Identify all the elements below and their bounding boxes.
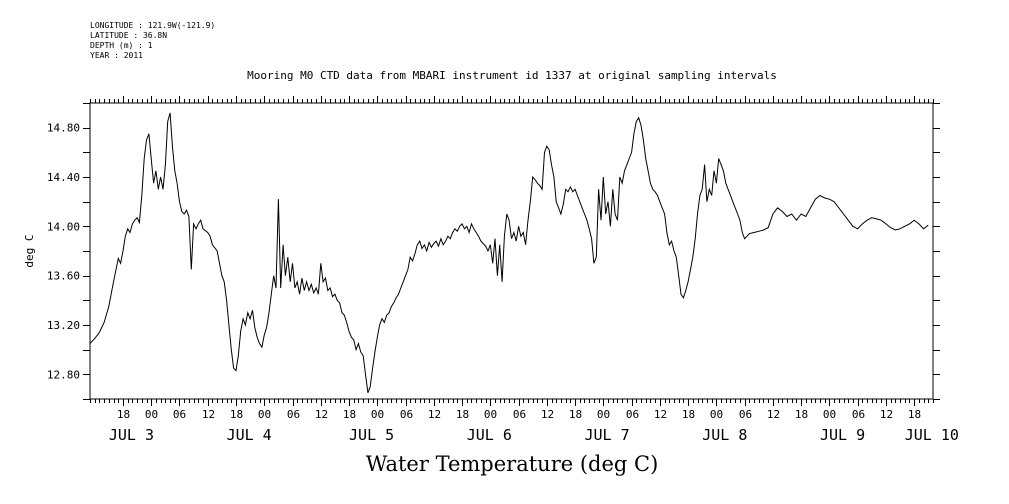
x-tick-label: 12 <box>767 408 780 421</box>
x-day-label: JUL 5 <box>349 426 394 444</box>
x-tick-label: 00 <box>710 408 723 421</box>
x-tick-label: 06 <box>739 408 752 421</box>
y-tick-label: 14.40 <box>47 171 80 184</box>
x-day-label: JUL 6 <box>467 426 512 444</box>
x-tick-label: 00 <box>145 408 158 421</box>
x-tick-label: 06 <box>852 408 865 421</box>
x-day-label: JUL 8 <box>702 426 747 444</box>
depth-text: DEPTH (m) : 1 <box>90 41 153 50</box>
water-temperature-line <box>89 112 929 393</box>
x-tick-label: 18 <box>682 408 695 421</box>
y-tick-label: 14.80 <box>47 122 80 135</box>
x-day-label: JUL 10 <box>905 426 959 444</box>
x-tick-label: 18 <box>230 408 243 421</box>
x-tick-label: 12 <box>428 408 441 421</box>
y-tick-label: 13.20 <box>47 319 80 332</box>
x-tick-label: 18 <box>569 408 582 421</box>
x-day-label: JUL 9 <box>820 426 865 444</box>
x-day-label: JUL 3 <box>109 426 154 444</box>
year-text: YEAR : 2011 <box>90 51 143 60</box>
x-tick-label: 12 <box>202 408 215 421</box>
latitude-text: LATITUDE : 36.8N <box>90 31 168 40</box>
longitude-text: LONGITUDE : 121.9W(-121.9) <box>90 21 216 30</box>
x-tick-label: 12 <box>541 408 554 421</box>
x-tick-label: 00 <box>258 408 271 421</box>
x-tick-label: 18 <box>117 408 130 421</box>
x-tick-label: 12 <box>880 408 893 421</box>
x-tick-label: 00 <box>484 408 497 421</box>
x-tick-label: 00 <box>597 408 610 421</box>
x-tick-label: 06 <box>287 408 300 421</box>
chart-title: Mooring M0 CTD data from MBARI instrumen… <box>247 69 777 82</box>
x-tick-label: 06 <box>513 408 526 421</box>
y-axis-label: deg C <box>23 234 36 267</box>
x-day-label: JUL 4 <box>227 426 272 444</box>
plot-frame <box>89 102 934 400</box>
y-tick-label: 12.80 <box>47 368 80 381</box>
x-tick-label: 12 <box>654 408 667 421</box>
x-tick-label: 06 <box>400 408 413 421</box>
x-tick-label: 18 <box>908 408 921 421</box>
x-tick-label: 12 <box>315 408 328 421</box>
x-tick-label: 18 <box>343 408 356 421</box>
x-tick-label: 06 <box>173 408 186 421</box>
x-tick-label: 00 <box>371 408 384 421</box>
axis-tick-labels: 18 00 06 12 18 00 06 12 18 00 06 12 18 00 06 12 18 00 06 12… <box>47 122 959 444</box>
metadata-block: LONGITUDE : 121.9W(-121.9) LATITUDE : 36… <box>90 21 215 61</box>
y-tick-label: 13.60 <box>47 270 80 283</box>
x-tick-label: 06 <box>626 408 639 421</box>
x-axis-label: Water Temperature (deg C) <box>365 452 659 476</box>
y-tick-label: 14.00 <box>47 220 80 233</box>
x-day-label: JUL 7 <box>584 426 629 444</box>
x-tick-label: 18 <box>456 408 469 421</box>
x-tick-label: 00 <box>823 408 836 421</box>
x-tick-label: 18 <box>795 408 808 421</box>
axis-ticks <box>83 96 940 406</box>
